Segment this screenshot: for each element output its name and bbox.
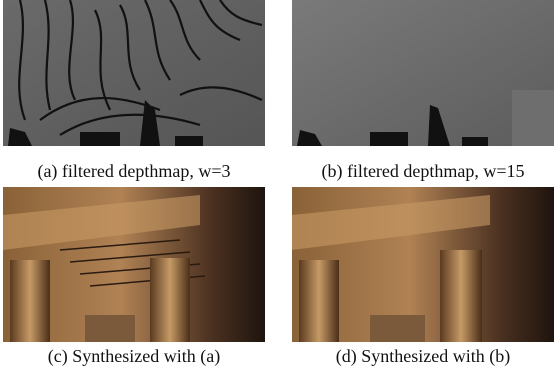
synthesized-d [292,187,554,342]
depthmap-b [292,0,554,146]
caption: (b) filtered depthmap, w=15 [321,161,524,182]
caption: (d) Synthesized with (b) [336,346,510,367]
figure: (a) filtered depthmap, w=3 (b) filtered … [0,0,554,372]
depthmap-a [3,0,265,146]
caption: (a) filtered depthmap, w=3 [37,161,230,182]
caption: (c) Synthesized with (a) [48,346,220,367]
page: (a) filtered depthmap, w=3 (b) filtered … [0,0,554,372]
synthesized-c [3,187,265,342]
